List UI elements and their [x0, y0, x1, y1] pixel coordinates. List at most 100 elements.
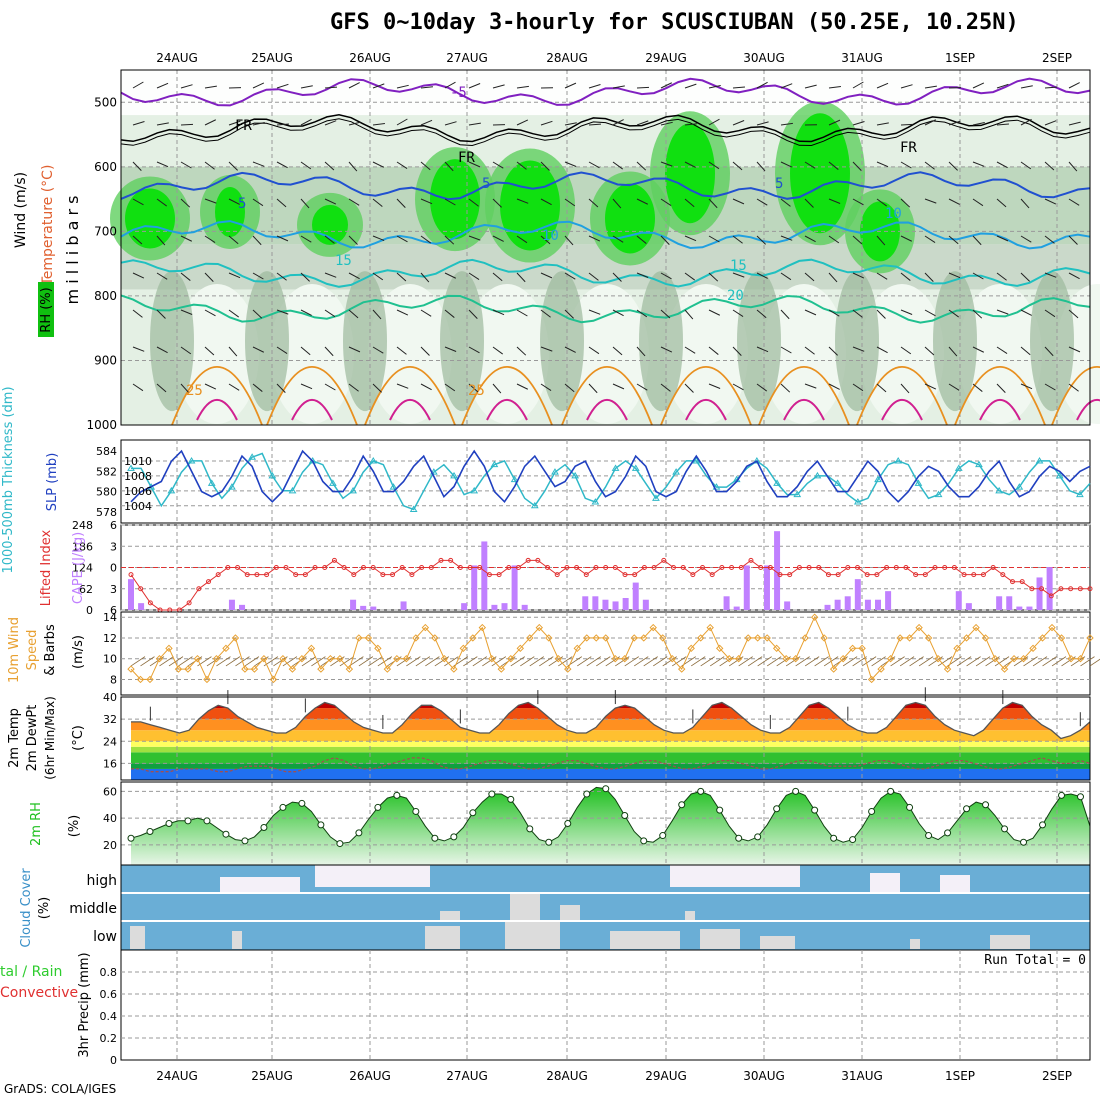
- wind-barb: [660, 121, 673, 126]
- wind-barb: [132, 198, 144, 206]
- wind-barb: [516, 346, 527, 356]
- wind10m-point: [155, 654, 164, 663]
- wind-barb: [1068, 235, 1078, 245]
- date-label-top: 24AUG: [156, 51, 198, 65]
- wind-barb: [588, 346, 600, 355]
- wind10m-point: [146, 675, 154, 684]
- wind-barb: [372, 383, 382, 393]
- rh2m-point: [260, 824, 268, 832]
- cloud-gap: [700, 929, 740, 949]
- slp-panel: [120, 439, 1091, 524]
- dewpoint-axis-label: 2m DewPt: [25, 705, 40, 772]
- wind-barb: [653, 656, 668, 667]
- rh2m-point: [412, 807, 420, 815]
- rh2m-tick-label: 60: [103, 785, 117, 798]
- wind-barb: [612, 346, 623, 356]
- wind-barb: [324, 346, 334, 357]
- wind-barb: [252, 122, 265, 126]
- wind-barb: [588, 309, 601, 315]
- rh2m-point: [488, 790, 496, 798]
- lifted-index-point: [147, 600, 153, 606]
- wind-barb: [324, 272, 337, 278]
- wind-barb: [924, 235, 936, 243]
- wind-barb: [492, 346, 504, 355]
- cape-bar: [996, 596, 1003, 610]
- wind-barb: [1044, 272, 1057, 278]
- wind-barb: [876, 309, 886, 319]
- wind-barb: [492, 198, 502, 208]
- slp-point: [369, 456, 378, 464]
- wind10m-point: [1057, 634, 1066, 642]
- lifted-index-point: [796, 565, 802, 570]
- wind-barb: [732, 235, 743, 244]
- wind-barb: [156, 198, 168, 207]
- lifted-index-point: [264, 572, 270, 578]
- wind10m-point: [858, 644, 866, 653]
- wind-barb: [132, 121, 145, 126]
- wind-barb: [828, 235, 840, 244]
- lifted-index-point: [360, 565, 366, 570]
- wind-barb: [396, 235, 408, 243]
- wind-barb: [276, 123, 289, 126]
- wind10m-tick-label: 10: [103, 653, 117, 666]
- wind10m-barbs-label: & Barbs: [43, 624, 58, 676]
- rh2m-point: [298, 799, 306, 807]
- wind-barb: [1020, 272, 1030, 282]
- wind-barb: [156, 122, 169, 126]
- lifted-index-point: [816, 565, 822, 570]
- wind-barb: [900, 383, 910, 394]
- cape-bar: [138, 603, 145, 610]
- wind-barb: [588, 161, 600, 169]
- wind-barb: [444, 81, 456, 89]
- wind10m-point: [602, 634, 610, 642]
- wind-barb: [780, 383, 791, 393]
- wind-barb: [636, 161, 647, 171]
- wind-barb: [996, 309, 1009, 315]
- rh2m-point: [374, 803, 382, 811]
- wind10m-point: [136, 675, 145, 684]
- lifted-index-point: [709, 572, 715, 578]
- thickness-tick-label: 578: [96, 506, 117, 519]
- wind-barb: [708, 118, 720, 126]
- wind-barb: [324, 235, 335, 244]
- wind-barb: [900, 346, 912, 355]
- wind10m-tick-label: 14: [103, 611, 117, 624]
- wind-barb: [804, 272, 815, 282]
- wind-barb: [468, 309, 478, 319]
- cape-bar: [875, 599, 882, 610]
- wind-barb: [180, 123, 194, 126]
- wind-barb: [660, 346, 673, 353]
- wind-barb: [204, 272, 214, 282]
- wind-barb: [996, 235, 1009, 242]
- lifted-index-point: [390, 572, 396, 578]
- wind-barb: [244, 656, 260, 667]
- date-label-bottom: 31AUG: [841, 1069, 883, 1083]
- slp-point: [712, 483, 721, 490]
- rh2m-point: [450, 833, 458, 841]
- wind-barb: [180, 383, 190, 394]
- wind-barb: [444, 161, 454, 172]
- date-label-top: 29AUG: [645, 51, 687, 65]
- wind-barb: [852, 656, 867, 667]
- wind-barb: [972, 272, 984, 280]
- slp-point: [1055, 471, 1064, 479]
- cloud-gap: [610, 931, 680, 949]
- wind-barb: [372, 346, 384, 354]
- pressure-tick-label: 800: [94, 289, 117, 303]
- dewpoint-line: [131, 757, 1091, 773]
- wind10m-point: [611, 654, 619, 663]
- date-label-bottom: 30AUG: [743, 1069, 785, 1083]
- cape-bar: [774, 531, 781, 610]
- wind-barb: [966, 656, 981, 667]
- wind-barb: [828, 272, 838, 283]
- cloud-gap: [910, 939, 920, 949]
- wind-barb: [660, 383, 671, 392]
- slp-point: [793, 490, 802, 498]
- wind-barb: [756, 272, 768, 279]
- wind-barb: [300, 161, 312, 170]
- contour-label: 5: [775, 176, 783, 192]
- wind-barb: [348, 121, 361, 126]
- cloud-gap: [232, 931, 242, 949]
- wind10m-point: [1038, 634, 1047, 642]
- wind-barb: [996, 272, 1007, 281]
